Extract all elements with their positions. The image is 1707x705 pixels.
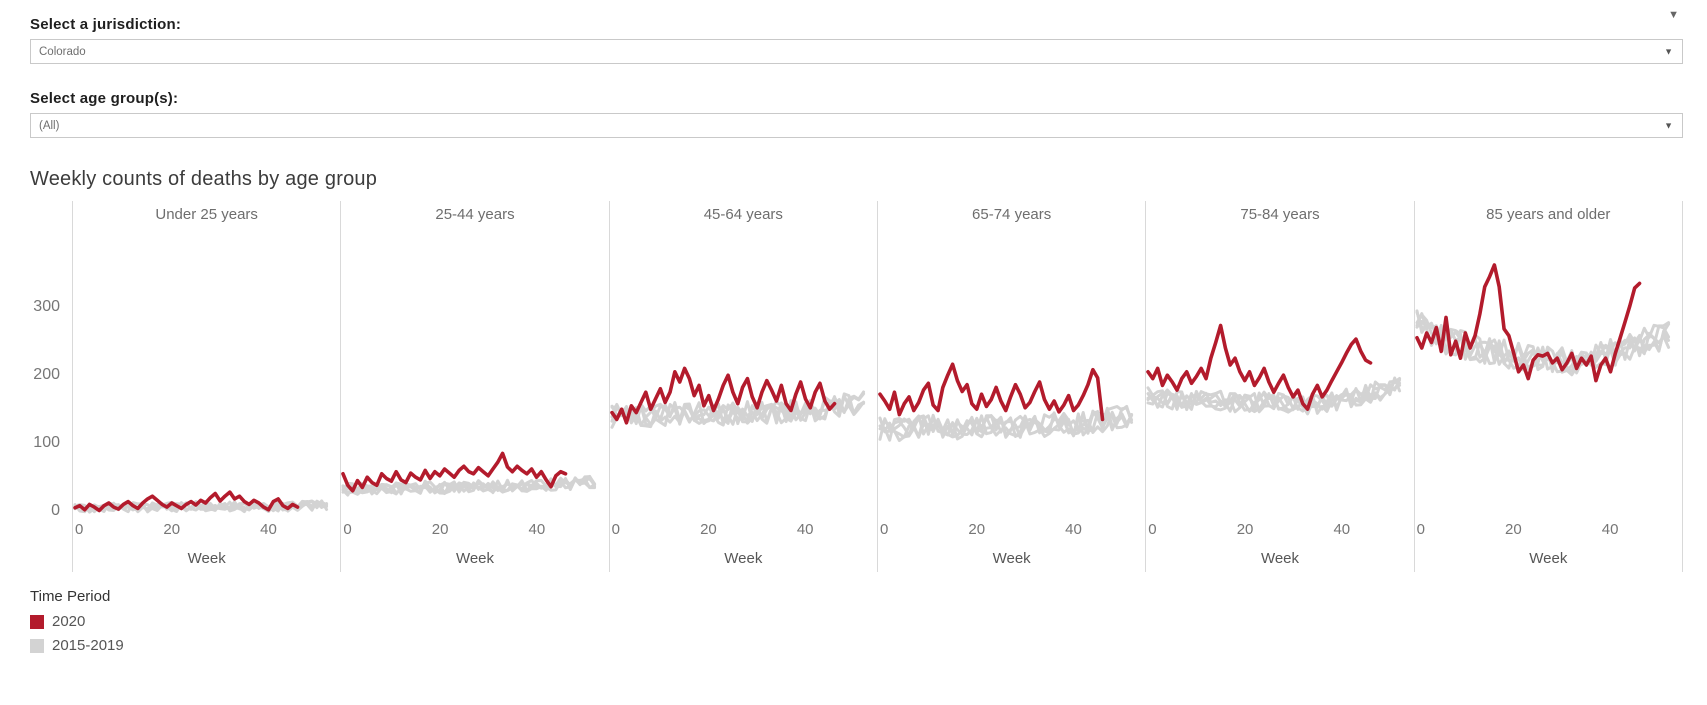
- x-tick-label: 0: [1148, 521, 1157, 538]
- age-group-panel: 65-74 years 0 20 40 Week: [876, 201, 1145, 572]
- panel-title: 65-74 years: [972, 206, 1052, 223]
- line-plot[interactable]: [1146, 231, 1413, 516]
- jurisdiction-label: Select a jurisdiction:: [30, 16, 182, 33]
- line-2015-2019: [1146, 376, 1402, 416]
- line-2020: [609, 366, 836, 425]
- line-2020: [1414, 263, 1641, 383]
- line-plot[interactable]: [341, 231, 608, 516]
- x-axis-ticks: 0 20 40: [73, 516, 340, 544]
- x-tick-label: 0: [879, 521, 889, 538]
- age-group-selected-value: (All): [39, 119, 60, 132]
- legend-label: 2015-2019: [52, 637, 124, 654]
- x-axis-title: Week: [724, 550, 763, 567]
- x-axis-ticks: 0 20 40: [878, 516, 1145, 544]
- x-axis-title: Week: [992, 550, 1031, 567]
- small-multiples-chart: 0 100 200 300 Under 25 years 0 20 40 Week 25-…: [0, 201, 1683, 572]
- panel-title: Under 25 years: [155, 206, 258, 223]
- line-2015-2019: [878, 411, 1134, 442]
- y-axis: 0 100 200 300: [0, 201, 72, 572]
- panel-title: 25-44 years: [435, 206, 515, 223]
- line-2015-2019: [1146, 378, 1402, 414]
- x-tick-label: 40: [1065, 521, 1082, 538]
- line-2020: [878, 362, 1105, 422]
- x-axis-title: Week: [187, 550, 226, 567]
- age-group-dropdown[interactable]: (All) ▼: [30, 113, 1683, 138]
- line-2015-2019: [341, 476, 597, 495]
- x-tick-label: 0: [74, 521, 84, 538]
- age-group-panel: 75-84 years 0 20 40 Week: [1145, 201, 1413, 572]
- x-tick-label: 0: [1416, 521, 1425, 538]
- x-tick-label: 40: [1601, 521, 1619, 538]
- x-tick-label: 20: [1236, 521, 1254, 538]
- filter-controls: Select a jurisdiction: Colorado ▼ Select…: [0, 0, 1707, 138]
- y-tick-label: 0: [51, 502, 60, 520]
- line-plot[interactable]: [609, 231, 877, 516]
- x-tick-label: 40: [528, 521, 546, 538]
- legend-swatch-icon: [30, 638, 44, 653]
- line-plot[interactable]: [1414, 231, 1682, 516]
- x-axis-ticks: 0 20 40: [1146, 516, 1413, 544]
- x-axis-ticks: 0 20 40: [610, 516, 877, 544]
- x-tick-label: 40: [1333, 521, 1351, 538]
- legend: Time Period 2020 2015-2019: [30, 588, 1707, 654]
- line-2020: [1146, 323, 1373, 411]
- x-tick-label: 40: [260, 521, 277, 538]
- age-group-panel: 85 years and older 0 20 40 Week: [1413, 201, 1682, 572]
- legend-label: 2020: [52, 613, 86, 630]
- x-tick-label: 0: [343, 521, 352, 538]
- age-group-label: Select age group(s):: [30, 90, 179, 107]
- legend-item-2020[interactable]: 2020: [30, 613, 1707, 630]
- y-tick-label: 200: [33, 366, 60, 384]
- line-2020: [73, 490, 300, 513]
- y-tick-label: 100: [33, 434, 60, 452]
- line-2015-2019: [1415, 309, 1670, 377]
- x-tick-label: 0: [611, 521, 620, 538]
- line-2020: [341, 451, 568, 493]
- x-axis-ticks: 0 20 40: [1415, 516, 1682, 544]
- jurisdiction-dropdown[interactable]: Colorado ▼: [30, 39, 1683, 64]
- x-tick-label: 20: [163, 521, 181, 538]
- line-2015-2019: [878, 404, 1134, 442]
- legend-item-2015-2019[interactable]: 2015-2019: [30, 637, 1707, 654]
- dashboard-menu-caret-icon[interactable]: ▼: [1668, 9, 1679, 21]
- legend-swatch-icon: [30, 614, 44, 629]
- x-tick-label: 20: [431, 521, 449, 538]
- age-group-panel: 45-64 years 0 20 40 Week: [608, 201, 877, 572]
- x-tick-label: 40: [796, 521, 814, 538]
- line-2015-2019: [610, 398, 865, 429]
- x-axis-title: Week: [1529, 550, 1568, 567]
- x-tick-label: 20: [1505, 521, 1522, 538]
- jurisdiction-selected-value: Colorado: [39, 45, 86, 58]
- chevron-down-icon: ▼: [1664, 120, 1673, 130]
- chart-title: Weekly counts of deaths by age group: [30, 168, 378, 190]
- x-axis-title: Week: [455, 550, 495, 567]
- panel-title: 75-84 years: [1240, 206, 1320, 223]
- age-group-panel: Under 25 years 0 20 40 Week: [72, 201, 340, 572]
- age-group-panel: 25-44 years 0 20 40 Week: [340, 201, 608, 572]
- legend-title: Time Period: [30, 588, 111, 605]
- x-tick-label: 20: [968, 521, 986, 538]
- panel-title: 85 years and older: [1486, 206, 1611, 223]
- y-tick-label: 300: [33, 298, 60, 316]
- x-axis-ticks: 0 20 40: [341, 516, 608, 544]
- x-tick-label: 20: [700, 521, 717, 538]
- x-axis-title: Week: [1260, 550, 1300, 567]
- line-plot[interactable]: [878, 231, 1145, 516]
- chevron-down-icon: ▼: [1664, 46, 1673, 56]
- panel-title: 45-64 years: [703, 206, 783, 223]
- line-plot[interactable]: [73, 231, 340, 516]
